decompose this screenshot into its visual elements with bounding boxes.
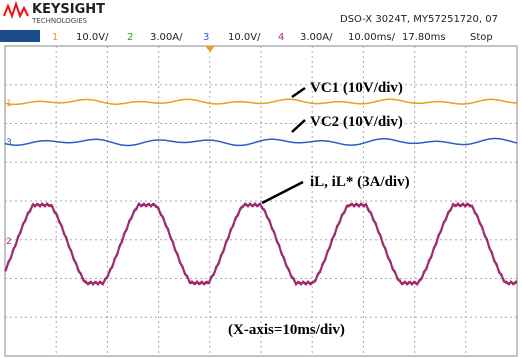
ch-scale: 3.00A/	[150, 32, 183, 43]
ch-marker: 1	[6, 99, 12, 109]
annotation: iL, iL* (3A/div)	[310, 174, 410, 190]
ch-scale: 3.00A/	[300, 32, 333, 43]
ch-number: 3	[203, 32, 209, 43]
ch-number: 2	[127, 32, 133, 43]
annotation: VC2 (10V/div)	[310, 114, 403, 130]
ch-marker: 3	[6, 138, 12, 148]
status-bar	[0, 30, 40, 42]
scope-screen: KEYSIGHT TECHNOLOGIES DSO-X 3024T, MY572…	[0, 0, 522, 358]
run-status: Stop	[470, 32, 493, 43]
annotation: (X-axis=10ms/div)	[228, 322, 345, 338]
ch-number: 4	[278, 32, 284, 43]
timebase: 10.00ms/	[348, 32, 396, 43]
brand: KEYSIGHT	[32, 2, 105, 17]
instrument: DSO-X 3024T, MY57251720, 07	[340, 14, 498, 25]
ch-number: 1	[52, 32, 58, 43]
page: KEYSIGHT TECHNOLOGIES DSO-X 3024T, MY572…	[0, 0, 522, 358]
brand-sub: TECHNOLOGIES	[31, 17, 88, 25]
delay: 17.80ms	[402, 32, 446, 43]
logo	[4, 4, 28, 16]
ch-scale: 10.0V/	[76, 32, 109, 43]
ch-marker: 2	[6, 237, 12, 247]
ch-scale: 10.0V/	[228, 32, 261, 43]
annotation: VC1 (10V/div)	[310, 80, 403, 96]
